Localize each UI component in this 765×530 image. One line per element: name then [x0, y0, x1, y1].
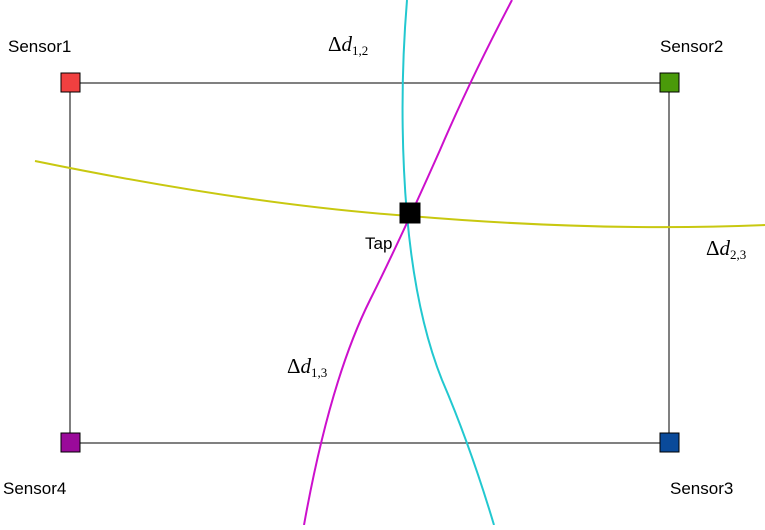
- hyperbola-d12-curve: [401, 0, 495, 526]
- d23-delta-symbol: Δ: [706, 236, 720, 260]
- d23-curve-label: Δd2,3: [706, 236, 746, 261]
- tap-label: Tap: [365, 234, 393, 253]
- sensor3-marker: [659, 432, 680, 453]
- board-outline: [69, 82, 670, 444]
- sensor2-marker: [659, 72, 680, 93]
- hyperbola-d13-curve: [303, 0, 513, 526]
- d12-variable: d: [341, 32, 353, 56]
- d13-curve-label: Δd1,3: [287, 354, 327, 379]
- d12-delta-symbol: Δ: [328, 32, 342, 56]
- sensor4-label: Sensor4: [3, 479, 67, 498]
- d12-subscript: 1,2: [352, 43, 369, 58]
- sensor1-label: Sensor1: [8, 37, 72, 56]
- sensor1-marker: [60, 72, 81, 93]
- d13-variable: d: [300, 354, 312, 378]
- sensor3-label: Sensor3: [670, 479, 734, 498]
- sensor4-marker: [60, 432, 81, 453]
- tap-marker: [399, 202, 421, 224]
- d23-subscript: 2,3: [730, 247, 747, 262]
- d13-subscript: 1,3: [311, 365, 328, 380]
- d23-variable: d: [719, 236, 731, 260]
- d12-curve-label: Δd1,2: [328, 32, 368, 57]
- sensor2-label: Sensor2: [660, 37, 724, 56]
- d13-delta-symbol: Δ: [287, 354, 301, 378]
